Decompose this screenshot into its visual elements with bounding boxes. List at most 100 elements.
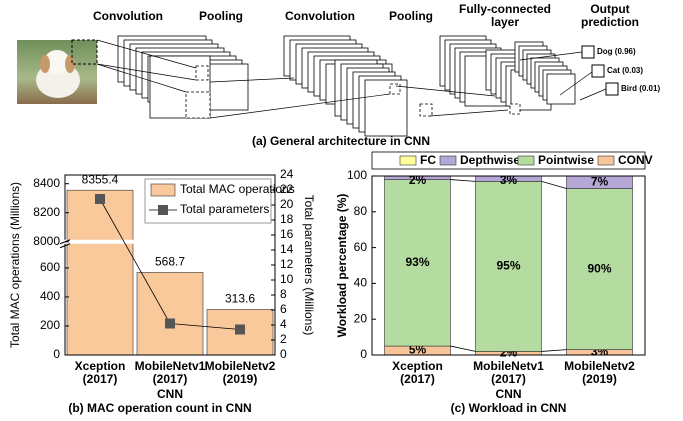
- output-node: [592, 65, 604, 77]
- y2-tick-label: 12: [280, 257, 294, 271]
- legend-label: Total MAC operations: [180, 182, 295, 196]
- text-line: (2017): [491, 372, 526, 386]
- y-tick-label: 40: [354, 276, 368, 290]
- connector-line: [542, 350, 567, 352]
- caption: (c) Workload in CNN: [451, 401, 567, 415]
- x-tick-label: Xception(2017): [392, 359, 443, 386]
- y2-tick-label: 18: [280, 212, 294, 226]
- x-tick-label: MobileNetv2(2019): [205, 359, 276, 386]
- connection: [580, 89, 606, 100]
- y-tick-label: 0: [53, 347, 60, 361]
- text-line: MobileNetv2: [205, 359, 276, 373]
- legend-swatch: [400, 156, 416, 165]
- legend-swatch: [151, 184, 175, 196]
- line-marker: [165, 319, 175, 329]
- x-tick-label: MobileNetv1(2017): [473, 359, 544, 386]
- text-line: Fully-connected: [459, 2, 551, 16]
- legend-label: CONV: [618, 153, 653, 167]
- stage-label: Pooling: [199, 9, 243, 23]
- legend-label: Pointwise: [538, 153, 594, 167]
- x-axis-label: CNN: [157, 387, 183, 401]
- y2-tick-label: 16: [280, 227, 294, 241]
- value-label: 313.6: [225, 292, 255, 306]
- value-label: 93%: [405, 255, 429, 269]
- feature-map: [365, 80, 407, 136]
- legend-swatch: [598, 156, 614, 165]
- text-line: Xception: [392, 359, 443, 373]
- legend-swatch: [518, 156, 534, 165]
- value-label: 95%: [496, 259, 520, 273]
- y-tick-label: 200: [40, 318, 60, 332]
- figure: Convolution Pooling Convolution Pooling …: [0, 0, 683, 421]
- pooling-window: [510, 104, 520, 114]
- legend-swatch: [440, 156, 456, 165]
- y-tick-label: 600: [40, 260, 60, 274]
- y-tick-label: 8000: [33, 234, 60, 248]
- stage-label: Pooling: [389, 9, 433, 23]
- y2-tick-label: 14: [280, 242, 294, 256]
- caption: (b) MAC operation count in CNN: [68, 401, 251, 415]
- value-label: 7%: [591, 174, 609, 188]
- output-label: Cat (0.03): [607, 66, 643, 75]
- y2-tick-label: 8: [280, 287, 287, 301]
- line-marker: [235, 325, 245, 335]
- bar: [137, 272, 203, 355]
- y2-axis-label: Total parameters (Millions): [302, 195, 316, 336]
- x-tick-label: MobileNetv1(2017): [135, 359, 206, 386]
- text-line: MobileNetv1: [135, 359, 206, 373]
- connector-line: [451, 346, 476, 351]
- text-line: MobileNetv2: [564, 359, 635, 373]
- text-line: (2019): [223, 372, 258, 386]
- y2-tick-label: 20: [280, 197, 294, 211]
- pooling-window: [186, 92, 210, 118]
- y2-tick-label: 2: [280, 332, 287, 346]
- y2-tick-label: 6: [280, 302, 287, 316]
- text-line: prediction: [581, 15, 639, 29]
- y-tick-label: 80: [354, 204, 368, 218]
- value-label: 90%: [587, 261, 611, 275]
- legend-label: Total parameters: [180, 202, 269, 216]
- line-marker: [95, 194, 105, 204]
- text-line: layer: [491, 15, 519, 29]
- value-label: 8355.4: [82, 172, 119, 186]
- x-axis-label: CNN: [496, 387, 522, 401]
- text-line: MobileNetv1: [473, 359, 544, 373]
- y-axis-label: Total MAC operations (Millions): [8, 182, 22, 348]
- y2-tick-label: 4: [280, 317, 287, 331]
- y-tick-label: 0: [360, 347, 367, 361]
- pooling-window: [390, 84, 400, 94]
- stage-label: Convolution: [93, 9, 163, 23]
- stage-label: Convolution: [285, 9, 355, 23]
- pooling-window: [420, 104, 432, 116]
- y-tick-label: 20: [354, 311, 368, 325]
- connection: [430, 110, 508, 116]
- output-node: [582, 46, 594, 58]
- text-line: (2017): [153, 372, 188, 386]
- legend-label: Depthwise: [460, 153, 520, 167]
- output-node: [606, 83, 618, 95]
- charts: 8355.4568.7313.6020040060080008200840002…: [8, 152, 653, 415]
- y-tick-label: 8400: [33, 176, 60, 190]
- value-label: 3%: [500, 173, 518, 187]
- text-line: (2017): [400, 372, 435, 386]
- feature-map: [547, 74, 575, 104]
- legend-marker: [158, 205, 168, 215]
- output-label: Bird (0.01): [621, 84, 660, 93]
- text-line: Xception: [75, 359, 126, 373]
- feature-maps: [118, 36, 575, 136]
- value-label: 2%: [409, 173, 427, 187]
- output-label: Dog (0.96): [597, 47, 636, 56]
- y-tick-label: 100: [347, 168, 367, 182]
- connector-line: [542, 181, 567, 188]
- y-tick-label: 60: [354, 240, 368, 254]
- y-tick-label: 400: [40, 289, 60, 303]
- legend-label: FC: [420, 153, 436, 167]
- architecture-diagram: Convolution Pooling Convolution Pooling …: [17, 2, 660, 148]
- y-axis-label: Workload percentage (%): [335, 194, 349, 338]
- value-label: 568.7: [155, 255, 185, 269]
- x-tick-label: Xception(2017): [75, 359, 126, 386]
- dog-ear: [40, 55, 50, 73]
- y2-tick-label: 24: [280, 167, 294, 181]
